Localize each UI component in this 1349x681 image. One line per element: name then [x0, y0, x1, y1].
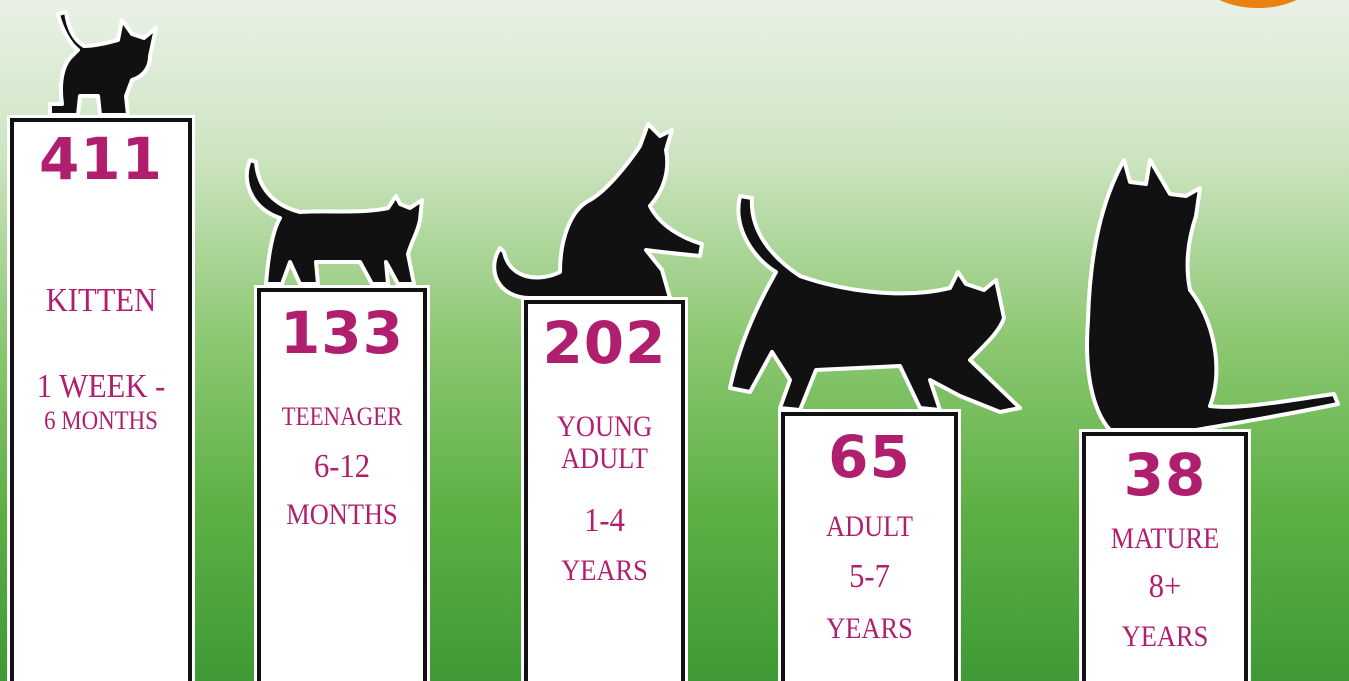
count: 38	[1123, 441, 1207, 509]
cat	[492, 122, 704, 300]
age-range: YEARS	[826, 612, 913, 645]
age-range: 5-7	[849, 558, 890, 595]
bar: 133 TEENAGER 6-12 MONTHS	[257, 288, 427, 681]
stage-label: ADULT	[825, 510, 914, 543]
stage-label: ADULT	[560, 442, 649, 475]
count: 202	[542, 309, 667, 377]
age-range: 1-4	[584, 502, 625, 539]
age-range: YEARS	[561, 554, 648, 587]
age-range: 6 MONTHS	[44, 406, 158, 435]
count: 411	[38, 125, 164, 193]
stage-label: YOUNG	[556, 410, 653, 443]
cat	[728, 194, 1022, 414]
age-range: 6-12	[313, 448, 371, 485]
bar: 38 MATURE 8+ YEARS	[1082, 432, 1248, 681]
stage-label: TEENAGER	[281, 402, 403, 431]
age-range: YEARS	[1121, 620, 1209, 653]
bar: 202 YOUNG ADULT 1-4 YEARS	[524, 300, 685, 681]
count: 65	[828, 423, 911, 491]
orange-badge	[1219, 0, 1297, 8]
count: 133	[279, 299, 405, 367]
cat	[48, 10, 158, 117]
age-range: 1 WEEK -	[36, 368, 166, 405]
age-range: MONTHS	[286, 498, 398, 531]
stage-label: MATURE	[1110, 522, 1220, 555]
stage-label: KITTEN	[45, 282, 157, 319]
bar: 411 KITTEN 1 WEEK - 6 MONTHS	[10, 118, 192, 681]
bar: 65 ADULT 5-7 YEARS	[781, 412, 958, 681]
cat	[244, 158, 424, 286]
age-range: 8+	[1148, 568, 1182, 605]
cat	[1084, 158, 1340, 432]
